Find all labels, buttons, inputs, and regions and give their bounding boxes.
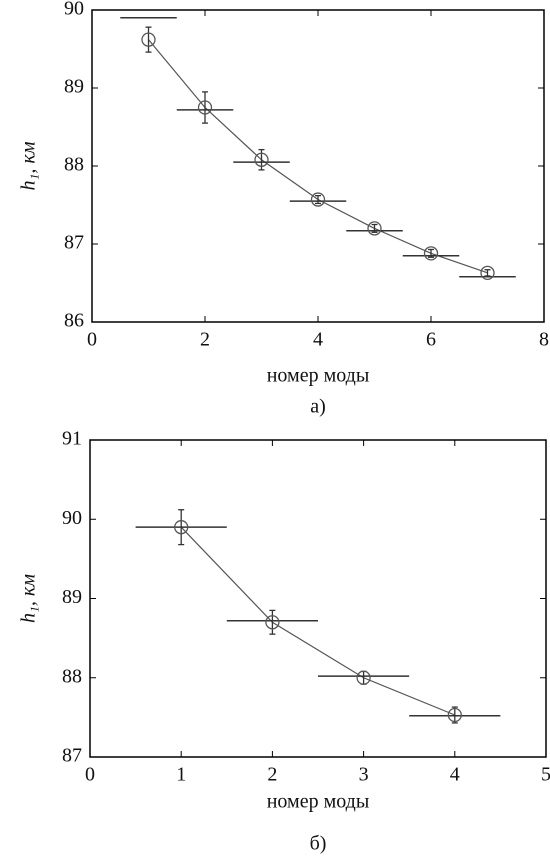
- x-tick-label: 4: [313, 329, 323, 351]
- x-tick-label: 3: [359, 764, 369, 786]
- y-tick-label: 87: [62, 745, 82, 767]
- x-tick-label: 8: [539, 329, 549, 351]
- x-tick-label: 0: [85, 764, 95, 786]
- plot-frame: [91, 9, 545, 323]
- point: [265, 615, 280, 630]
- y-tick-label: 91: [62, 428, 82, 450]
- point: [310, 192, 326, 207]
- y-tick-label: 90: [64, 0, 84, 20]
- x-tick-label: 6: [426, 329, 436, 351]
- x-axis-label: номер моды: [267, 365, 370, 387]
- y-error-bar: [360, 670, 367, 685]
- y-tick-label: 90: [62, 507, 82, 529]
- y-error-bar: [484, 269, 491, 277]
- point: [356, 670, 371, 685]
- x-tick-label: 5: [541, 764, 550, 786]
- x-axis-label: номер моды: [267, 791, 370, 813]
- point: [480, 265, 495, 281]
- y-axis-label: h₁, км: [18, 574, 40, 623]
- x-tick-label: 0: [87, 329, 97, 351]
- y-tick-label: 88: [64, 154, 84, 176]
- caption: б): [310, 833, 327, 855]
- y-error-bar: [269, 609, 276, 635]
- point: [141, 32, 156, 47]
- y-tick-label: 86: [64, 310, 84, 332]
- point: [174, 520, 189, 535]
- point: [367, 221, 382, 236]
- point: [254, 152, 269, 167]
- y-tick-label: 89: [62, 586, 82, 608]
- y-error-bar: [428, 248, 434, 258]
- y-tick-label: 89: [64, 76, 84, 98]
- y-error-bar: [178, 509, 185, 546]
- y-error-bar: [371, 223, 378, 233]
- y-error-bar: [202, 91, 208, 124]
- x-tick-label: 4: [450, 764, 460, 786]
- trend-line: [180, 526, 456, 716]
- point: [423, 246, 439, 261]
- y-axis-label: h₁, км: [18, 141, 40, 190]
- x-tick-label: 2: [267, 764, 277, 786]
- y-tick-label: 88: [62, 665, 82, 687]
- point: [447, 707, 462, 723]
- y-error-bar: [145, 26, 152, 53]
- plot-frame: [89, 439, 547, 758]
- y-error-bar: [451, 706, 458, 724]
- x-tick-label: 1: [176, 764, 186, 786]
- y-error-bar: [315, 194, 321, 205]
- caption: а): [310, 396, 326, 418]
- x-tick-label: 2: [200, 329, 210, 351]
- y-tick-label: 87: [64, 232, 84, 254]
- point: [197, 100, 213, 115]
- trend-line: [148, 39, 488, 274]
